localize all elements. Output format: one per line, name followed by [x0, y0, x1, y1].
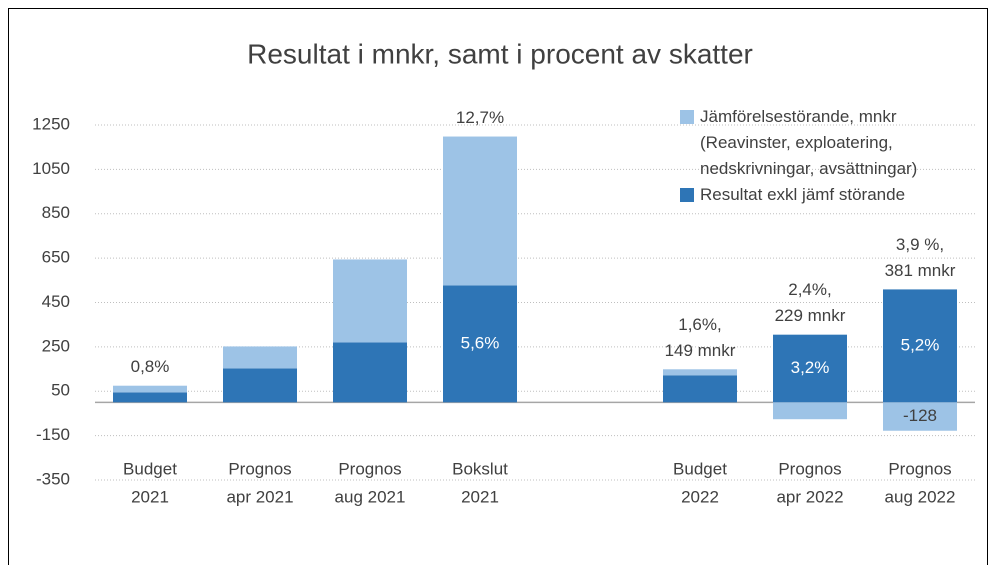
bar-segment — [333, 259, 407, 343]
x-tick-label: aug 2022 — [885, 487, 956, 506]
x-tick-label: Budget — [123, 459, 177, 478]
legend-item: Resultat exkl jämf störande — [680, 182, 980, 208]
x-tick-label: Prognos — [228, 459, 291, 478]
y-tick-label: -150 — [36, 425, 70, 444]
total-label: 3,9 %, — [896, 235, 944, 254]
bar-segment — [223, 368, 297, 403]
value-label: 3,2% — [791, 358, 830, 377]
y-tick-label: 450 — [42, 292, 70, 311]
value-label: 5,2% — [901, 335, 940, 354]
y-tick-label: 1050 — [32, 159, 70, 178]
value-label: 5,6% — [461, 333, 500, 352]
total-label: 229 mnkr — [775, 306, 846, 325]
total-label: 381 mnkr — [885, 261, 956, 280]
bar-segment — [443, 136, 517, 286]
bar-segment — [663, 369, 737, 376]
x-tick-label: apr 2021 — [226, 487, 293, 506]
x-tick-label: Prognos — [888, 459, 951, 478]
x-tick-label: Prognos — [338, 459, 401, 478]
x-tick-label: 2022 — [681, 487, 719, 506]
x-tick-label: Bokslut — [452, 459, 508, 478]
value-label: -128 — [903, 406, 937, 425]
x-tick-label: Budget — [673, 459, 727, 478]
legend-swatch — [680, 110, 694, 124]
bar-segment — [113, 392, 187, 403]
y-tick-label: 50 — [51, 381, 70, 400]
total-label: 149 mnkr — [665, 341, 736, 360]
bar-segment — [443, 285, 517, 403]
bar-segment — [773, 402, 847, 420]
bar-segment — [223, 346, 297, 369]
bar-segment — [663, 375, 737, 403]
bar-segment — [883, 402, 957, 431]
y-tick-label: 1250 — [32, 114, 70, 133]
chart-title: Resultat i mnkr, samt i procent av skatt… — [247, 38, 753, 69]
y-tick-label: 250 — [42, 336, 70, 355]
x-tick-label: aug 2021 — [335, 487, 406, 506]
total-label: 0,8% — [131, 357, 170, 376]
bar-segment — [113, 385, 187, 393]
x-tick-label: 2021 — [131, 487, 169, 506]
total-label: 1,6%, — [678, 315, 721, 334]
bar-segment — [773, 334, 847, 403]
x-tick-label: 2021 — [461, 487, 499, 506]
total-label: 12,7% — [456, 108, 504, 127]
frame — [8, 8, 988, 565]
legend-label: Jämförelsestörande, mnkr (Reavinster, ex… — [700, 107, 918, 178]
y-tick-label: 850 — [42, 203, 70, 222]
x-tick-label: apr 2022 — [776, 487, 843, 506]
legend-item: Jämförelsestörande, mnkr (Reavinster, ex… — [680, 104, 980, 182]
legend-swatch — [680, 188, 694, 202]
bar-segment — [883, 289, 957, 403]
bar-segment — [333, 342, 407, 403]
legend-label: Resultat exkl jämf störande — [700, 185, 906, 204]
y-tick-label: 650 — [42, 248, 70, 267]
x-tick-label: Prognos — [778, 459, 841, 478]
y-tick-label: -350 — [36, 469, 70, 488]
total-label: 2,4%, — [788, 280, 831, 299]
legend: Jämförelsestörande, mnkr (Reavinster, ex… — [680, 104, 980, 208]
